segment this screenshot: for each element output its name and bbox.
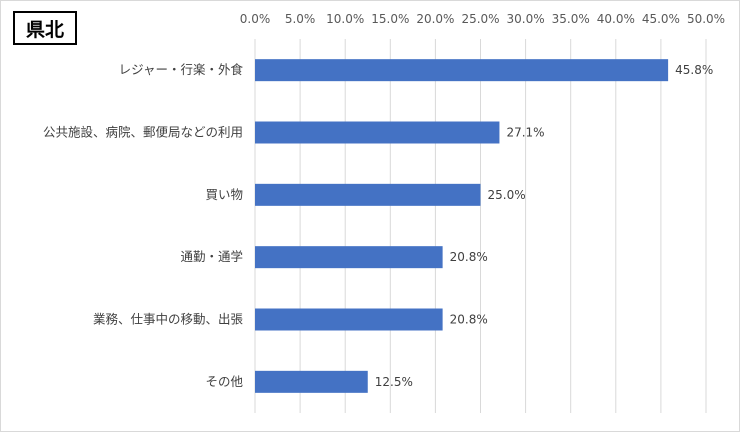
data-label: 20.8% xyxy=(450,313,488,327)
x-tick-label: 50.0% xyxy=(687,12,725,26)
x-tick-label: 20.0% xyxy=(416,12,454,26)
bar xyxy=(255,59,669,82)
bar xyxy=(255,183,481,206)
region-label: 県北 xyxy=(13,11,77,45)
category-label: その他 xyxy=(205,374,243,389)
category-label: 公共施設、病院、郵便局などの利用 xyxy=(43,125,243,140)
x-tick-label: 5.0% xyxy=(285,12,316,26)
x-tick-label: 25.0% xyxy=(461,12,499,26)
category-label: 買い物 xyxy=(205,187,243,202)
data-label: 27.1% xyxy=(506,126,544,140)
x-tick-label: 35.0% xyxy=(552,12,590,26)
x-tick-label: 15.0% xyxy=(371,12,409,26)
data-label: 45.8% xyxy=(675,63,713,77)
x-tick-label: 0.0% xyxy=(240,12,271,26)
data-label: 25.0% xyxy=(488,188,526,202)
category-label: レジャー・行楽・外食 xyxy=(119,62,244,77)
x-tick-label: 40.0% xyxy=(597,12,635,26)
bar xyxy=(255,308,443,331)
bar xyxy=(255,370,368,393)
x-tick-label: 45.0% xyxy=(642,12,680,26)
bar xyxy=(255,246,443,269)
data-label: 12.5% xyxy=(375,375,413,389)
category-label: 通勤・通学 xyxy=(180,249,243,264)
x-tick-label: 30.0% xyxy=(507,12,545,26)
bar xyxy=(255,121,500,144)
category-label: 業務、仕事中の移動、出張 xyxy=(93,312,244,327)
x-tick-label: 10.0% xyxy=(326,12,364,26)
data-label: 20.8% xyxy=(450,250,488,264)
